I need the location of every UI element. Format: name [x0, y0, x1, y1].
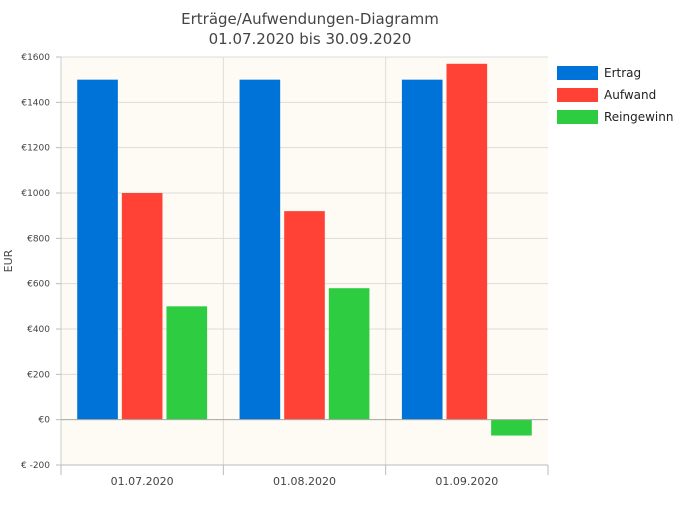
y-tick-label: €1200 [21, 144, 50, 154]
x-category-label: 01.08.2020 [273, 475, 336, 488]
bar-ertrag [77, 79, 118, 420]
bar-aufwand [284, 211, 325, 420]
y-tick-label: €1000 [21, 189, 50, 199]
bar-reingewinn [491, 419, 532, 436]
x-category-label: 01.07.2020 [111, 475, 174, 488]
y-axis-title: EUR [2, 249, 15, 272]
bars [77, 63, 532, 436]
chart-title-line-2: 01.07.2020 bis 30.09.2020 [209, 30, 412, 48]
bar-reingewinn [166, 306, 208, 420]
legend: Ertrag Aufwand Reingewinn [557, 66, 673, 124]
x-category-label: 01.09.2020 [435, 475, 498, 488]
y-tick-label: € -200 [21, 461, 50, 471]
y-tick-label: €600 [27, 280, 50, 290]
bar-aufwand [446, 63, 488, 420]
legend-swatch-reingewinn [557, 110, 598, 124]
legend-swatch-ertrag [557, 66, 598, 80]
legend-label: Ertrag [604, 66, 641, 80]
bar-reingewinn [328, 288, 370, 420]
y-tick-label: €800 [27, 234, 50, 244]
bar-ertrag [401, 79, 443, 420]
y-tick-label: €1400 [21, 98, 50, 108]
legend-label: Reingewinn [604, 110, 673, 124]
axes [60, 57, 549, 475]
y-tick-label: €400 [27, 325, 50, 335]
bar-aufwand [121, 193, 163, 420]
y-tick-labels: €1600 €1400 €1200 €1000 €800 €600 €400 €200 €0 € … [21, 53, 50, 471]
legend-label: Aufwand [604, 88, 656, 102]
legend-swatch-aufwand [557, 88, 598, 102]
y-tick-label: €200 [27, 370, 50, 380]
bar-ertrag [239, 79, 281, 420]
y-tick-label: €0 [39, 416, 51, 426]
chart-title-line-1: Erträge/Aufwendungen-Diagramm [181, 10, 439, 28]
y-tick-label: €1600 [21, 53, 50, 63]
x-category-labels: 01.07.2020 01.08.2020 01.09.2020 [111, 475, 499, 488]
